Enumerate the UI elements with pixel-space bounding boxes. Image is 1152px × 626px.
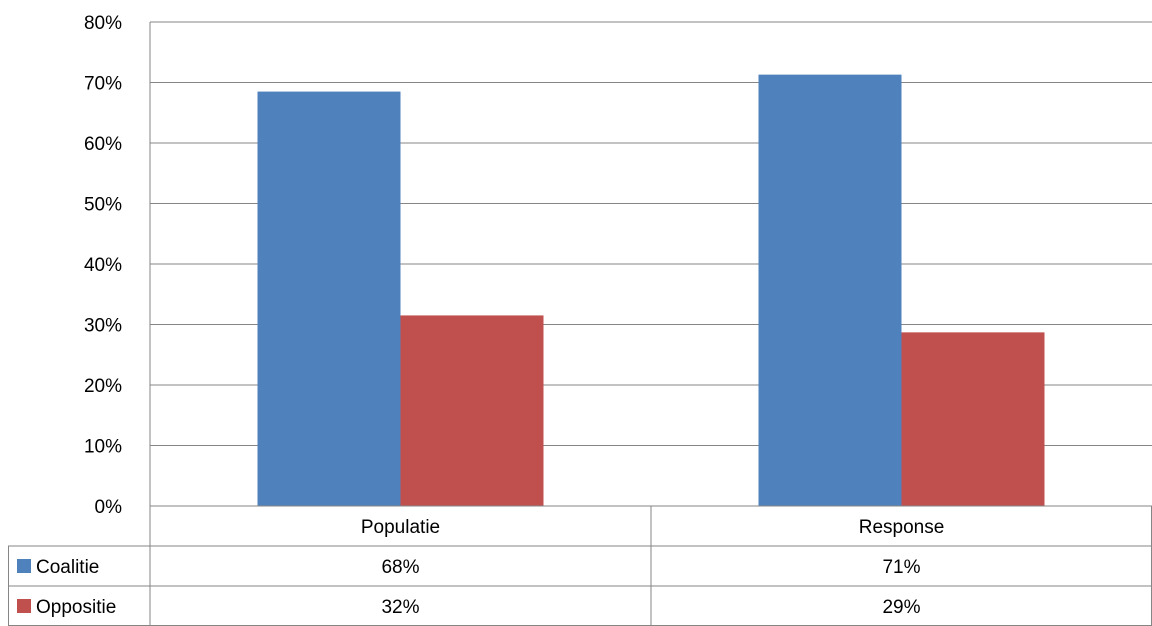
series-label: Coalitie [36, 557, 99, 578]
bars [257, 74, 1045, 506]
data-label: 32% [381, 597, 419, 618]
legend-key-oppositie [17, 599, 31, 613]
y-tick-label: 10% [84, 437, 122, 458]
bar-coalitie-response [758, 74, 902, 506]
y-tick-label: 50% [84, 195, 122, 216]
y-tick-label: 70% [84, 74, 122, 95]
bar-oppositie-response [901, 332, 1045, 506]
bar-coalitie-populatie [257, 91, 401, 506]
y-tick-label: 30% [84, 316, 122, 337]
y-tick-label: 20% [84, 376, 122, 397]
data-label: 68% [381, 557, 419, 578]
bar-oppositie-populatie [400, 315, 544, 506]
data-label: 71% [882, 557, 920, 578]
y-axis-ticks: 0% 10% 20% 30% 40% 50% 60% 70% 80% [84, 13, 122, 518]
y-tick-label: 60% [84, 134, 122, 155]
legend-key-coalitie [17, 559, 31, 573]
data-table: Populatie Response Coalitie 68% 71% Oppositie… [8, 505, 1152, 626]
y-tick-label: 0% [95, 497, 123, 518]
category-label: Response [859, 517, 945, 538]
series-label: Oppositie [36, 597, 116, 618]
category-label: Populatie [361, 517, 440, 538]
data-label: 29% [882, 597, 920, 618]
y-tick-label: 80% [84, 13, 122, 34]
y-tick-label: 40% [84, 255, 122, 276]
